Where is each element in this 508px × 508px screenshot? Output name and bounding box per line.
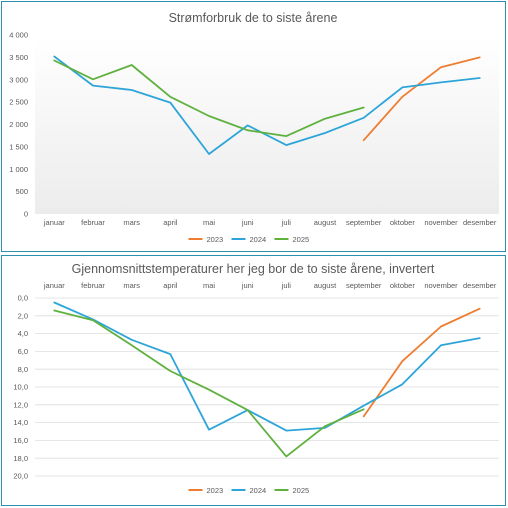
chart-2-x-tick-label: august (314, 281, 337, 290)
chart-1-legend-label-2024: 2024 (250, 235, 267, 244)
chart-1-x-tick-label: november (424, 218, 458, 227)
chart-2-x-tick-label: desember (463, 281, 497, 290)
chart-2-series-2023-line (362, 307, 481, 418)
chart-2-x-tick-label: april (163, 281, 178, 290)
chart-1-legend-label-2025: 2025 (293, 235, 310, 244)
chart-2-x-tick-label: mai (203, 281, 215, 290)
chart-2-y-tick-label: 6,0 (18, 347, 28, 356)
chart-1-y-tick-label: 3 500 (9, 53, 28, 62)
chart-1-legend-label-2023: 2023 (207, 235, 224, 244)
chart-1-series-2025-line (53, 59, 365, 137)
chart-1-x-tick-label: juni (241, 218, 254, 227)
chart-2-x-tick-label: oktober (390, 281, 416, 290)
chart-1-y-tick-label: 1 000 (9, 165, 28, 174)
chart-2-series-2025-line (53, 309, 365, 458)
chart-1-x-tick-label: oktober (390, 218, 416, 227)
chart-1-y-tick-label: 1 500 (9, 142, 28, 151)
chart-1-x-tick-label: juli (281, 218, 292, 227)
chart-1-title: Strømforbruk de to siste årene (169, 11, 338, 25)
chart-2-x-tick-label: september (346, 281, 382, 290)
chart-1-y-tick-label: 3 000 (9, 75, 28, 84)
chart-1-x-tick-label: januar (43, 218, 65, 227)
chart-1-y-tick-label: 0 (24, 210, 28, 219)
chart-2-x-tick-label: juni (241, 281, 254, 290)
chart-1-x-tick-label: september (346, 218, 382, 227)
chart-1-y-tick-label: 2 000 (9, 120, 28, 129)
chart-2-plot (35, 297, 499, 477)
chart-1-legend: 2023 2024 2025 (188, 235, 310, 244)
chart-2-legend-label-2024: 2024 (250, 486, 267, 495)
chart-1-y-tick-label: 500 (15, 187, 28, 196)
chart-1-x-tick-label: april (163, 218, 178, 227)
chart-2-x-tick-label: juli (281, 281, 292, 290)
chart-1-x-ticks: januar februar mars april mai juni juli august s… (43, 218, 497, 227)
chart-2-y-tick-label: 12,0 (13, 400, 28, 409)
chart-1-x-tick-label: mars (123, 218, 140, 227)
chart-1-x-tick-label: desember (463, 218, 497, 227)
chart-1-series-2023-line (362, 56, 481, 142)
chart-2-x-tick-label: mars (123, 281, 140, 290)
chart-2-frame: Gjennomsnittstemperaturer her jeg bor de… (1, 255, 506, 506)
chart-2-y-tick-label: 2,0 (18, 311, 28, 320)
chart-2-y-tick-label: 20,0 (13, 472, 28, 481)
chart-2-svg: Gjennomsnittstemperaturer her jeg bor de… (13, 262, 499, 495)
chart-1-series-2024-line (53, 55, 481, 155)
chart-1-svg: Strømforbruk de to siste årene 0 500 1 000… (9, 11, 499, 244)
chart-2-y-tick-label: 18,0 (13, 454, 28, 463)
chart-1-y-tick-label: 4 000 (9, 31, 28, 40)
chart-2-title: Gjennomsnittstemperaturer her jeg bor de… (72, 262, 435, 276)
chart-1-series (53, 55, 481, 155)
chart-2-y-tick-label: 8,0 (18, 365, 28, 374)
chart-2-legend-label-2023: 2023 (207, 486, 224, 495)
chart-2-series-2024-line (53, 301, 481, 432)
chart-2-x-tick-label: januar (43, 281, 65, 290)
chart-1-plot (35, 35, 499, 214)
chart-2-y-tick-label: 0,0 (18, 294, 28, 303)
chart-1-x-tick-label: august (314, 218, 337, 227)
chart-1-plot-background (35, 35, 499, 214)
chart-2-y-tick-label: 10,0 (13, 383, 28, 392)
chart-2-x-tick-label: februar (81, 281, 105, 290)
chart-2-x-tick-label: november (424, 281, 458, 290)
chart-1-y-tick-label: 2 500 (9, 98, 28, 107)
chart-2-y-tick-label: 4,0 (18, 329, 28, 338)
chart-2-legend-label-2025: 2025 (293, 486, 310, 495)
chart-1-y-ticks: 0 500 1 000 1 500 2 000 2 500 3 000 3 500 4 000 (9, 31, 28, 219)
chart-2-y-ticks: 0,0 2,0 4,0 6,0 8,0 10,0 12,0 14,0 16,0 18,0 20,0 (13, 294, 28, 481)
chart-1-frame: Strømforbruk de to siste årene 0 500 1 000… (1, 1, 506, 252)
chart-2-y-tick-label: 14,0 (13, 418, 28, 427)
chart-2-y-tick-label: 16,0 (13, 436, 28, 445)
chart-2-legend: 2023 2024 2025 (188, 486, 310, 495)
chart-1-x-tick-label: mai (203, 218, 215, 227)
chart-2-x-ticks: januar februar mars april mai juni juli august s… (43, 281, 497, 290)
chart-1-x-tick-label: februar (81, 218, 105, 227)
chart-2-series (53, 301, 481, 458)
